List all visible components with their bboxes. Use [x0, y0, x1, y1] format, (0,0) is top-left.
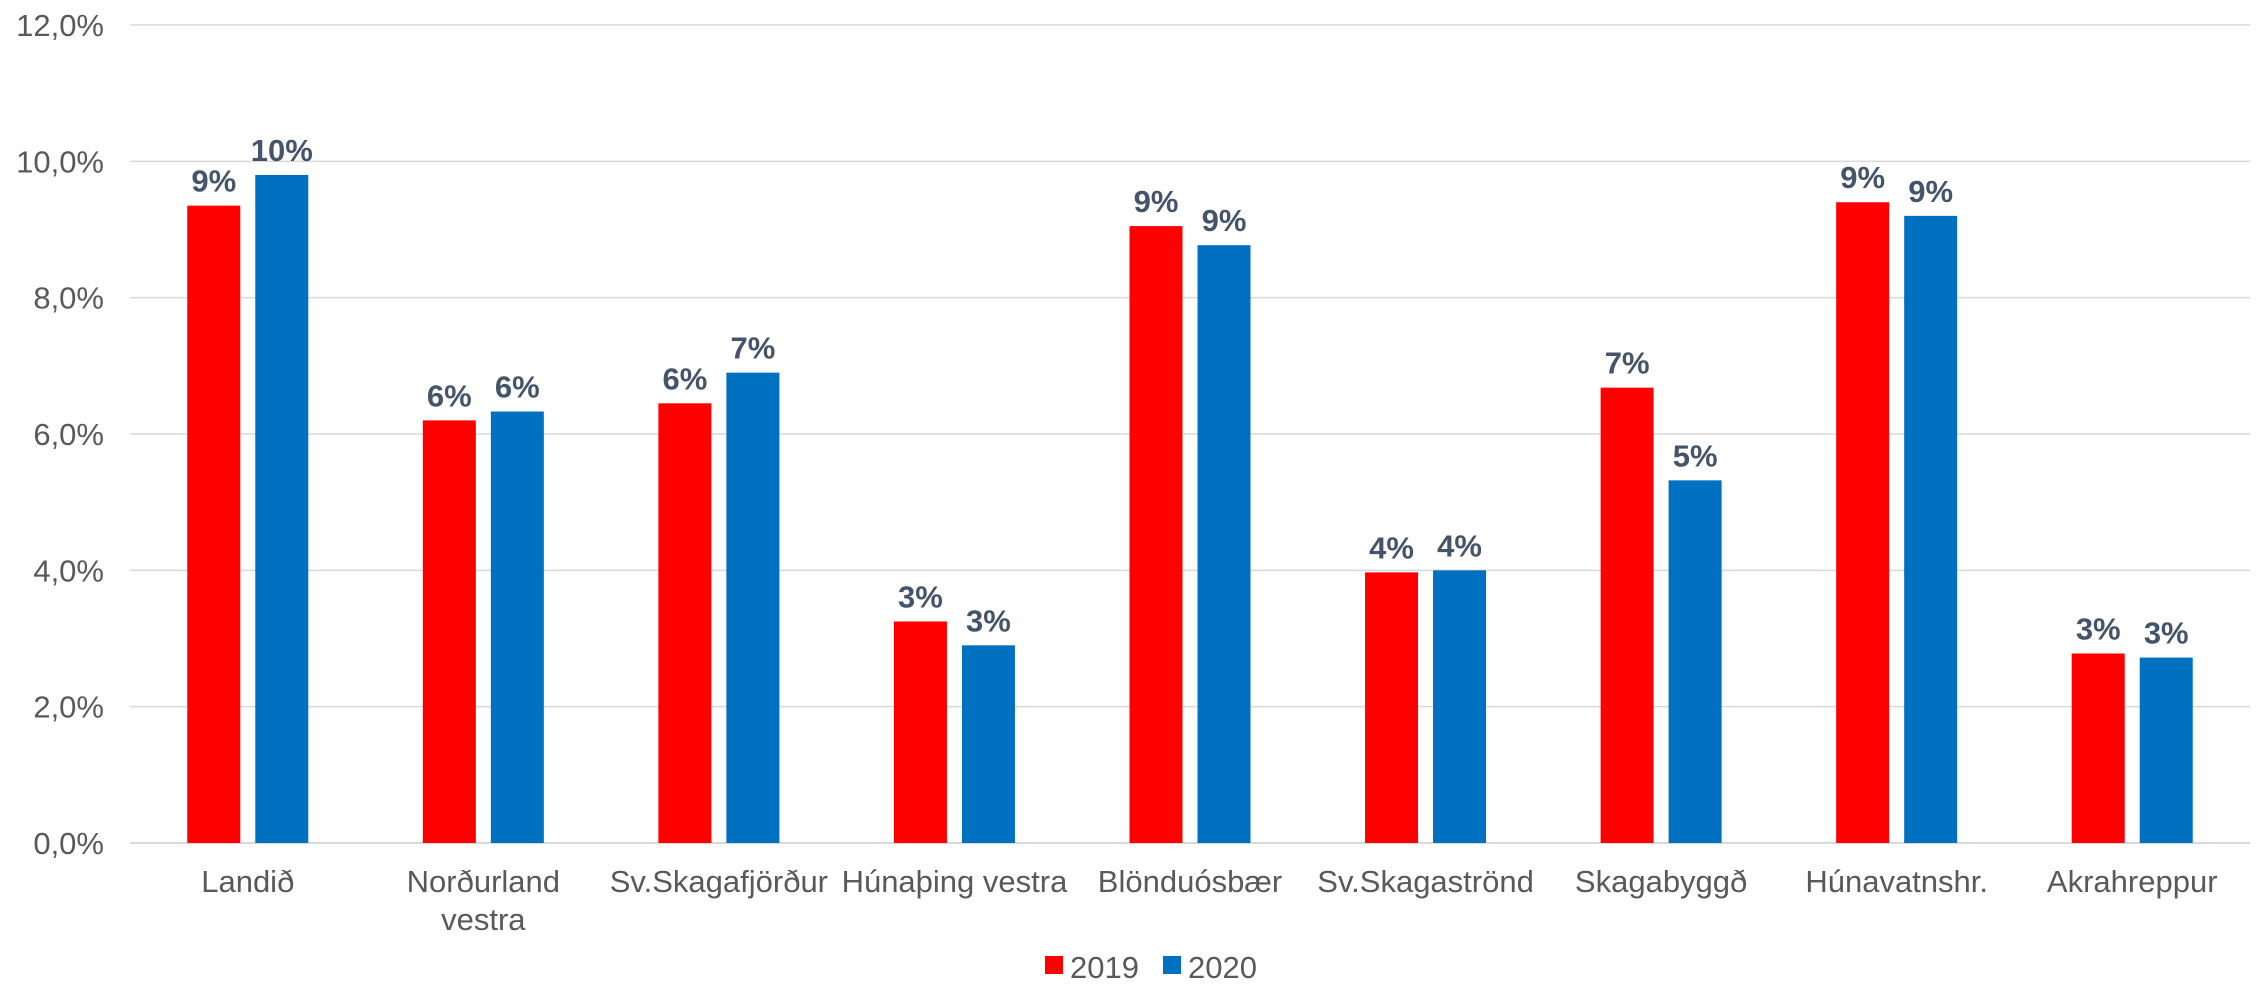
data-label-2020: 3% [2144, 616, 2189, 651]
bar-2020 [961, 645, 1015, 843]
legend-swatch-2020 [1163, 956, 1181, 974]
data-label-2020: 5% [1673, 438, 1718, 473]
legend-label-2019: 2019 [1070, 950, 1139, 985]
data-label-2019: 7% [1605, 346, 1650, 381]
data-label-2019: 6% [427, 378, 472, 413]
bar-2019 [1129, 226, 1183, 843]
bar-2019 [2071, 653, 2125, 843]
bar-2020 [1433, 570, 1487, 843]
x-axis-ticks: Landið Norðurland vestra Sv.Skagafjörður Hún… [201, 864, 2217, 937]
bar-2019 [422, 420, 476, 843]
y-tick-label: 4,0% [33, 553, 104, 588]
bar-2019 [1836, 202, 1890, 843]
x-tick-label: Sv.Skagaströnd [1317, 864, 1534, 899]
data-label-2019: 3% [898, 579, 943, 614]
y-tick-label: 8,0% [33, 281, 104, 316]
data-label-2020: 6% [495, 370, 540, 405]
bar-2020 [1904, 215, 1958, 843]
data-label-2020: 4% [1437, 528, 1482, 563]
legend: 2019 2020 [1045, 950, 1257, 985]
data-label-2020: 3% [966, 603, 1011, 638]
bar-2019 [187, 205, 241, 843]
x-tick-label: Blönduósbær [1098, 864, 1282, 899]
data-label-2020: 7% [730, 331, 775, 366]
y-tick-label: 0,0% [33, 826, 104, 861]
bar-2019 [893, 621, 947, 843]
bar-2020 [2139, 657, 2193, 843]
bar-2020 [1668, 480, 1722, 843]
y-tick-label: 2,0% [33, 690, 104, 725]
data-label-2020: 10% [251, 133, 313, 168]
legend-label-2020: 2020 [1188, 950, 1257, 985]
data-label-2019: 3% [2076, 611, 2121, 646]
bar-2020 [726, 372, 780, 843]
data-label-2019: 4% [1369, 530, 1414, 565]
bar-2019 [1600, 387, 1654, 843]
x-tick-label: Húnavatnshr. [1805, 864, 1988, 899]
data-label-2020: 9% [1908, 174, 1953, 209]
x-tick-label: Skagabyggð [1575, 864, 1747, 899]
legend-swatch-2019 [1045, 956, 1063, 974]
data-label-2019: 9% [1840, 160, 1885, 195]
bars [187, 174, 2193, 843]
x-tick-label: Húnaþing vestra [842, 864, 1069, 899]
bar-2020 [255, 174, 309, 843]
y-tick-label: 6,0% [33, 417, 104, 452]
data-label-2019: 6% [662, 361, 707, 396]
data-labels: 9% 10% 6% 6% 6% 7% 3% 3% 9% 9% 4% 4% 7% 5% 9% 9% 3% 3% [191, 133, 2188, 651]
x-tick-label: Landið [201, 864, 294, 899]
x-tick-label: Sv.Skagafjörður [610, 864, 828, 899]
gridlines [130, 24, 2250, 844]
x-tick-label: Norðurland vestra [407, 864, 560, 937]
data-label-2019: 9% [191, 164, 236, 199]
x-tick-label: Akrahreppur [2047, 864, 2218, 899]
y-axis-ticks: 0,0% 2,0% 4,0% 6,0% 8,0% 10,0% 12,0% [16, 8, 104, 861]
y-tick-label: 10,0% [16, 144, 104, 179]
bar-2020 [1197, 245, 1251, 843]
data-label-2019: 9% [1134, 184, 1179, 219]
bar-2020 [490, 411, 544, 843]
bar-2019 [658, 403, 712, 843]
data-label-2020: 9% [1202, 203, 1247, 238]
bar-2019 [1365, 572, 1419, 843]
y-tick-label: 12,0% [16, 8, 104, 43]
